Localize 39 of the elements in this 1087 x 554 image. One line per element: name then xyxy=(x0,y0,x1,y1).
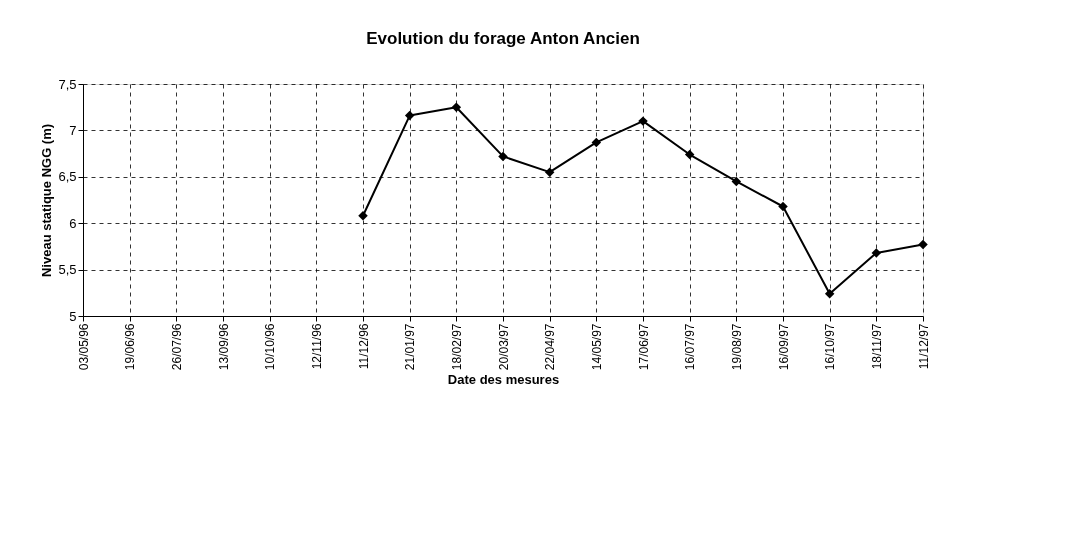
point xyxy=(778,201,788,212)
x-tick-label: 17/06/97 xyxy=(636,323,651,371)
x-tick-label: 18/11/97 xyxy=(869,323,884,370)
y-axis-title: Niveau statique NGG (m) xyxy=(39,123,55,278)
x-tick-label: 12/11/96 xyxy=(309,323,324,370)
point xyxy=(591,137,602,148)
x-tick-label: 03/05/96 xyxy=(76,323,91,371)
x-tick-label: 16/10/97 xyxy=(823,323,838,371)
point xyxy=(684,149,695,160)
x-tick-label: 20/03/97 xyxy=(496,323,511,371)
x-tick-label: 19/06/96 xyxy=(123,323,138,371)
point xyxy=(731,176,742,187)
point xyxy=(871,248,882,258)
point xyxy=(918,239,928,250)
x-tick-label: 10/10/96 xyxy=(263,323,278,371)
x-tick-label: 18/02/97 xyxy=(449,323,464,371)
point xyxy=(544,167,555,177)
point xyxy=(404,110,415,121)
point xyxy=(824,288,835,299)
x-tick-label: 16/07/97 xyxy=(683,323,698,371)
x-tick-label: 11/12/97 xyxy=(916,323,931,370)
y-tick-label: 6,5 xyxy=(58,169,77,185)
x-tick-label: 14/05/97 xyxy=(589,323,604,371)
x-tick-label: 26/07/96 xyxy=(169,323,184,371)
x-axis-title: Date des mesures xyxy=(447,372,560,388)
x-tick-label: 19/08/97 xyxy=(729,323,744,371)
x-tick-label: 21/01/97 xyxy=(403,323,418,371)
x-tick-label: 16/09/97 xyxy=(776,323,791,371)
point xyxy=(451,102,462,112)
x-tick-label: 11/12/96 xyxy=(356,323,371,370)
y-tick-label: 7,5 xyxy=(58,76,77,92)
y-tick-label: 5,5 xyxy=(58,262,77,278)
chart-title: Evolution du forage Anton Ancien xyxy=(366,29,640,48)
y-tick-label: 6 xyxy=(69,215,77,231)
x-tick-label: 13/09/96 xyxy=(216,323,231,371)
y-tick-label: 7 xyxy=(69,122,77,138)
x-tick-label: 22/04/97 xyxy=(543,323,558,371)
point xyxy=(498,151,508,162)
y-tick-label: 5 xyxy=(69,308,77,324)
